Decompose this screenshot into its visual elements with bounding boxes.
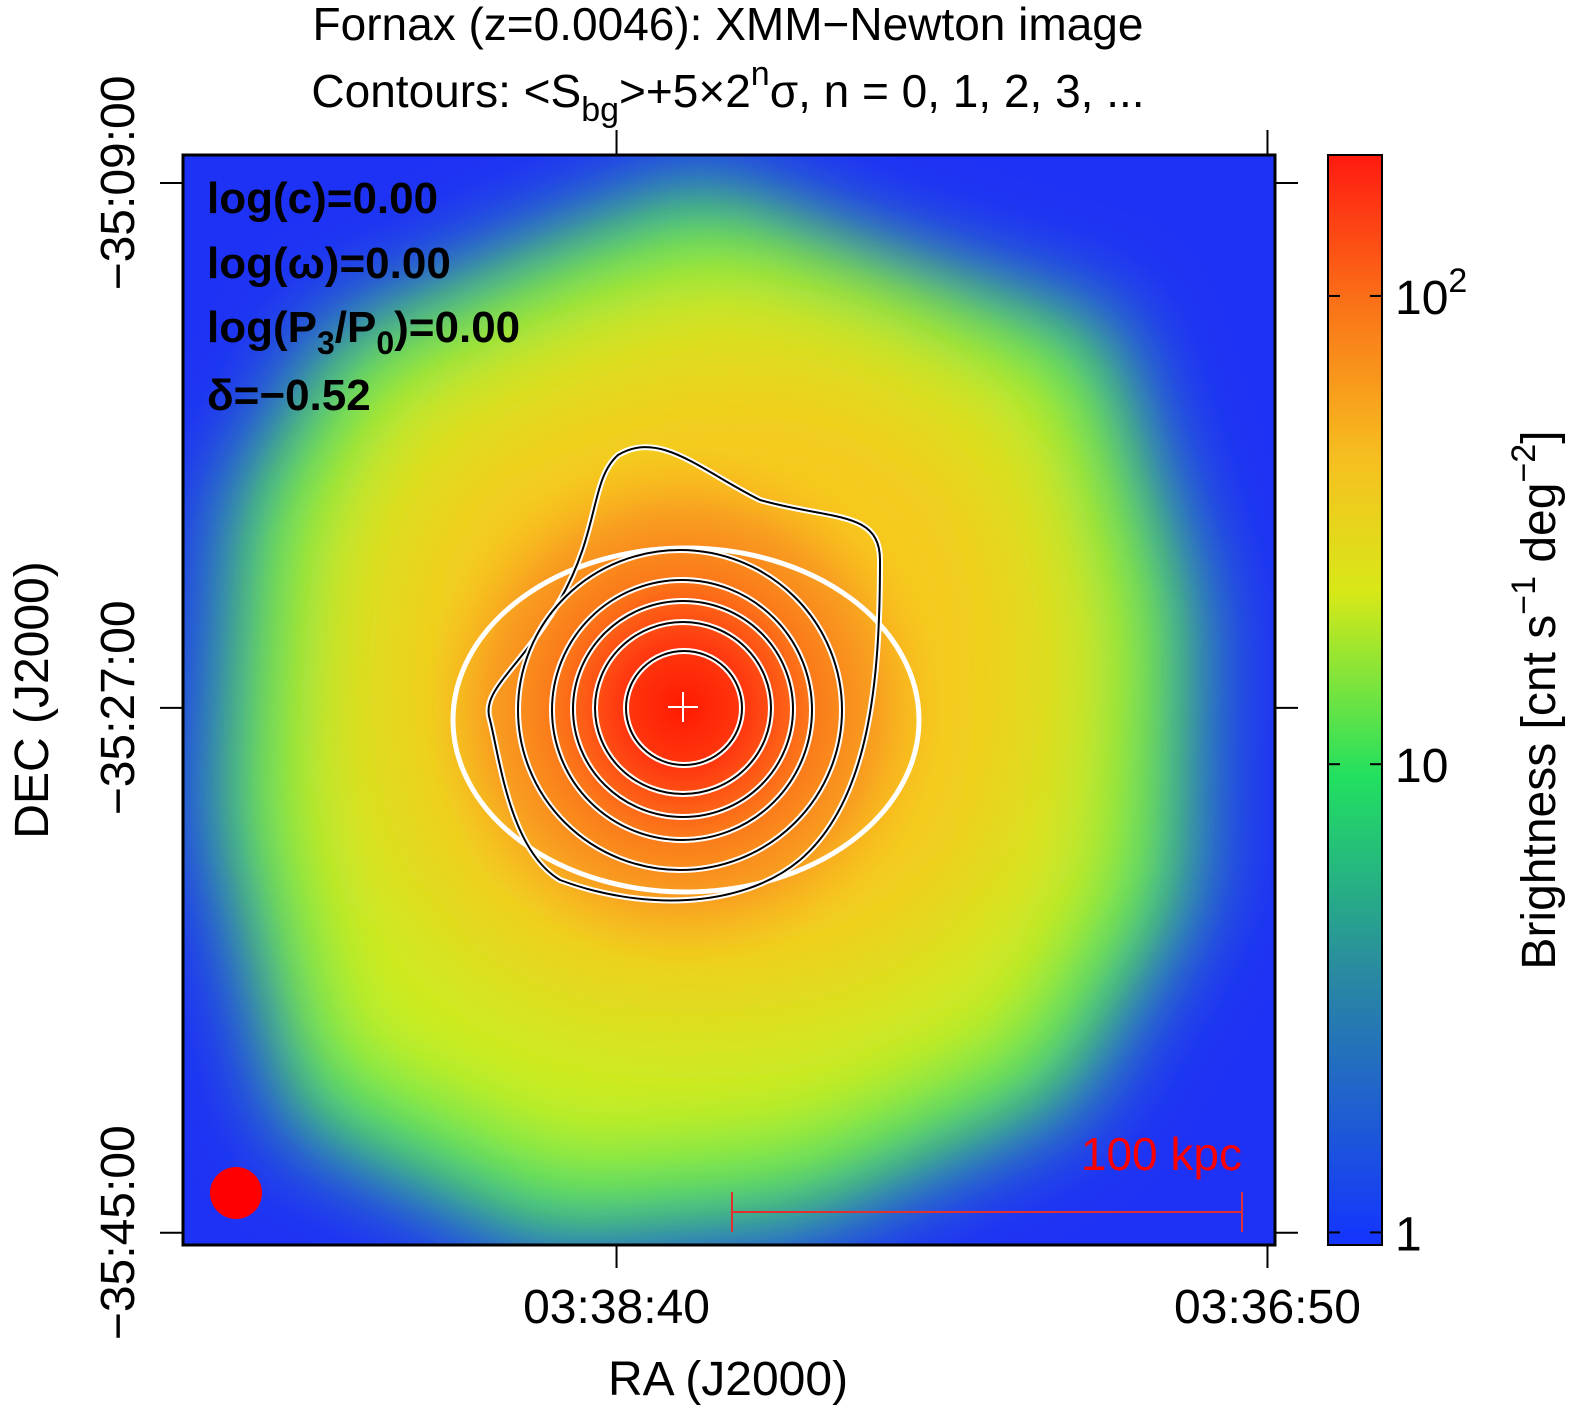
scale-bar-label: 100 kpc: [1081, 1128, 1242, 1180]
annotation: log(ω)=0.00: [207, 239, 451, 288]
chart-subtitle: Contours: <Sbg>+5×2nσ, n = 0, 1, 2, 3, .…: [311, 55, 1144, 129]
colorbar-label-part: deg: [1513, 483, 1566, 576]
subtitle-part: n: [751, 55, 770, 93]
colorbar-label: Brightness [cnt s−1 deg−2]: [1505, 430, 1566, 969]
subtitle-part: >+5×2: [619, 65, 751, 117]
contours: [485, 444, 884, 904]
colorbar-label-part: ]: [1513, 430, 1566, 443]
colorbar-frame: [1327, 154, 1383, 1246]
annotation: log(P3/P0)=0.00: [207, 303, 520, 361]
x-axis-label: RA (J2000): [608, 1353, 848, 1406]
colorbar-tick-label: 102: [1395, 262, 1467, 325]
annotation-part: )=0.00: [394, 303, 520, 352]
colorbar-tick-label: 1: [1395, 1208, 1422, 1261]
annotation-part: 3: [317, 325, 335, 361]
colorbar-tick-label-part: 2: [1448, 262, 1467, 300]
plot-frame: [181, 153, 1277, 1247]
y-tick-label: −35:45:00: [92, 1125, 145, 1340]
colorbar: [1328, 155, 1382, 1245]
colorbar-tick-label-part: 10: [1395, 272, 1448, 325]
y-axis-label: DEC (J2000): [6, 561, 59, 838]
colorbar-label-part: Brightness [cnt s: [1513, 615, 1566, 970]
subtitle-part: σ, n = 0, 1, 2, 3, ...: [770, 65, 1145, 117]
annotation: δ=−0.52: [207, 371, 371, 420]
annotation: log(c)=0.00: [207, 174, 438, 223]
image: [183, 155, 1275, 1245]
colorbar-label-part: −2: [1505, 444, 1543, 483]
annotation-part: /P: [335, 303, 377, 352]
annotation-part: 0: [376, 325, 394, 361]
colorbar-tick-label: 10: [1395, 740, 1448, 793]
chart-title: Fornax (z=0.0046): XMM−Newton image: [313, 0, 1144, 50]
annotation-part: log(P: [207, 303, 317, 352]
colorbar-label-part: −1: [1505, 576, 1543, 615]
center-marker: [668, 692, 698, 722]
subtitle-part: Contours: <S: [311, 65, 581, 117]
subtitle-part: bg: [581, 91, 619, 129]
scale-bar: [731, 1192, 1243, 1232]
psf-marker: [210, 1167, 262, 1219]
x-tick-label: 03:36:50: [1174, 1281, 1361, 1334]
x-tick-label: 03:38:40: [523, 1281, 710, 1334]
y-tick-label: −35:27:00: [92, 600, 145, 815]
y-tick-label: −35:09:00: [92, 76, 145, 291]
